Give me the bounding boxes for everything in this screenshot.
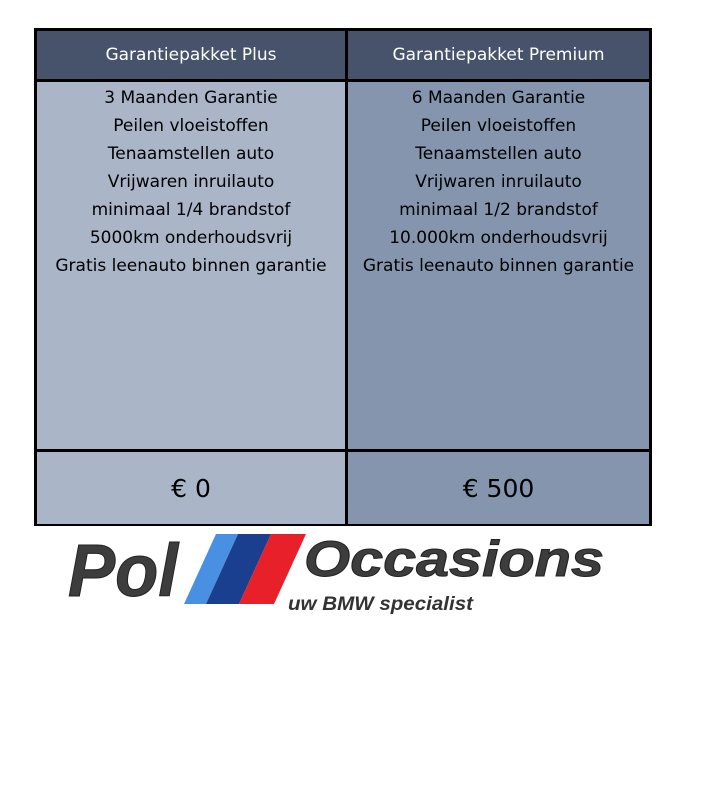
warranty-table: Garantiepakket Plus Garantiepakket Premi… [34, 28, 652, 526]
logo-tagline: uw BMW specialist [288, 594, 474, 615]
feature: Vrijwaren inruilauto [415, 172, 582, 192]
feature: Vrijwaren inruilauto [107, 172, 275, 192]
features-plus: 3 Maanden Garantie Peilen vloeistoffen T… [37, 82, 345, 449]
stripe-light-blue [184, 534, 238, 604]
feature: minimaal 1/4 brandstof [91, 200, 291, 220]
logo-left-text: Pol [68, 530, 179, 612]
feature: 10.000km onderhoudsvrij [389, 228, 608, 248]
feature: 5000km onderhoudsvrij [89, 228, 293, 248]
feature: minimaal 1/2 brandstof [399, 200, 598, 220]
header-plus: Garantiepakket Plus [37, 31, 345, 79]
logo-right-text: Occasions [304, 531, 604, 587]
feature: Tenaamstellen auto [415, 144, 582, 164]
feature: Peilen vloeistoffen [420, 116, 577, 136]
price-premium: € 500 [348, 452, 649, 524]
header-premium: Garantiepakket Premium [348, 31, 649, 79]
stripe-red [239, 534, 306, 604]
price-plus: € 0 [37, 452, 345, 524]
features-premium: 6 Maanden Garantie Peilen vloeistoffen T… [348, 82, 649, 449]
feature: 3 Maanden Garantie [104, 88, 278, 108]
feature: Gratis leenauto binnen garantie [55, 256, 327, 276]
feature: Peilen vloeistoffen [113, 116, 269, 136]
stripe-dark-blue [206, 534, 271, 604]
feature: Gratis leenauto binnen garantie [362, 256, 635, 276]
pol-occasions-logo: Pol Occasions uw BMW specialist [68, 530, 605, 615]
feature: Tenaamstellen auto [107, 144, 275, 164]
feature: 6 Maanden Garantie [411, 88, 586, 108]
